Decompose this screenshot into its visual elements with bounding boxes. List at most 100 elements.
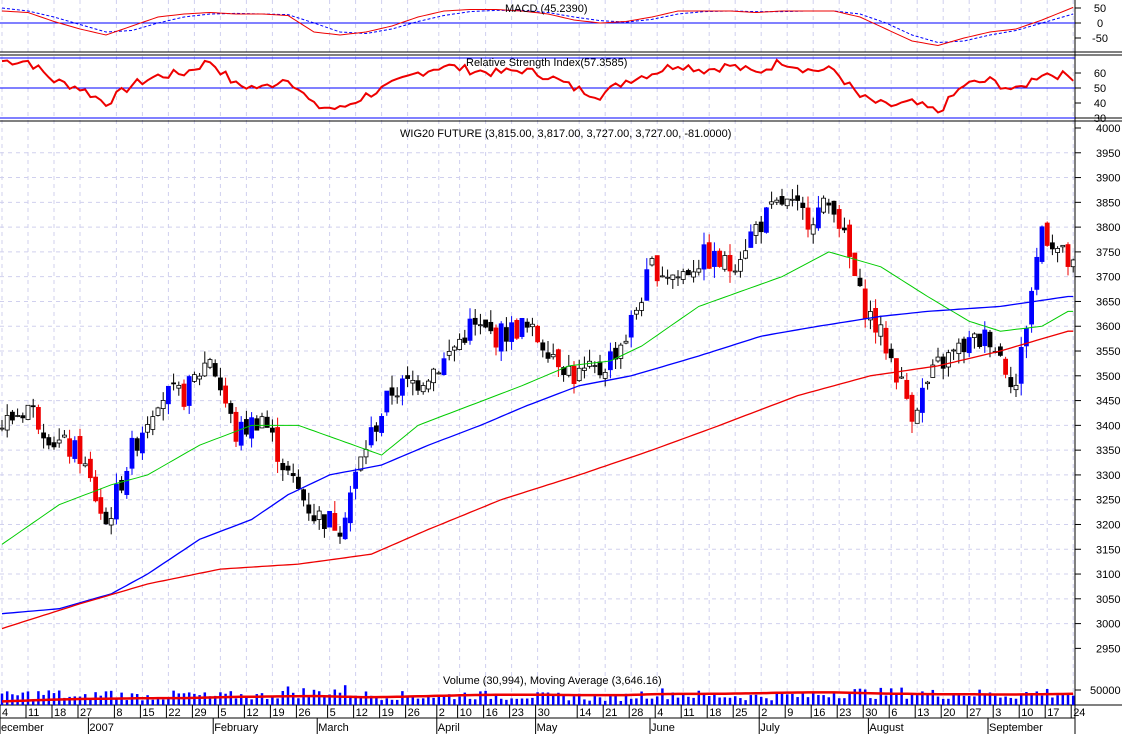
rsi-tick-label: 30 bbox=[1094, 113, 1106, 125]
candle-body bbox=[316, 510, 322, 520]
day-label: 11 bbox=[28, 707, 39, 719]
candle-body bbox=[25, 404, 31, 420]
candle-body bbox=[477, 324, 483, 327]
candle-body bbox=[467, 318, 473, 341]
candle-body bbox=[764, 207, 769, 233]
price-tick-label: 3550 bbox=[1096, 346, 1120, 358]
price-tick-label: 3200 bbox=[1096, 519, 1120, 531]
price-title: WIG20 FUTURE (3,815.00, 3,817.00, 3,727.… bbox=[400, 128, 731, 140]
candle-body bbox=[1070, 259, 1076, 268]
candle-body bbox=[503, 327, 509, 342]
price-tick-label: 3800 bbox=[1096, 222, 1120, 234]
candle-body bbox=[852, 252, 858, 277]
candle-body bbox=[202, 362, 208, 377]
candle-body bbox=[873, 308, 878, 333]
candle-body bbox=[108, 518, 114, 526]
day-label: 18 bbox=[709, 707, 721, 719]
candle-body bbox=[254, 418, 260, 431]
candle-body bbox=[98, 497, 104, 514]
candle-body bbox=[301, 489, 307, 501]
candle-body bbox=[269, 427, 275, 433]
candle-body bbox=[670, 274, 676, 280]
candle-body bbox=[93, 476, 98, 502]
candle-body bbox=[410, 379, 416, 384]
candle-body bbox=[1065, 244, 1071, 267]
candle-body bbox=[800, 202, 806, 209]
candle-body bbox=[706, 242, 712, 269]
candle-body bbox=[483, 319, 489, 328]
candle-body bbox=[613, 347, 618, 360]
candle-body bbox=[181, 383, 187, 407]
candle-body bbox=[9, 411, 15, 421]
price-tick-label: 2950 bbox=[1096, 643, 1120, 655]
candle-body bbox=[712, 250, 717, 267]
candle-body bbox=[425, 380, 431, 390]
candle-body bbox=[41, 432, 46, 439]
candle-body bbox=[951, 349, 956, 352]
month-label: April bbox=[438, 722, 460, 734]
macd-line bbox=[1, 6, 1074, 47]
candle-body bbox=[769, 201, 774, 205]
price-tick-label: 4000 bbox=[1096, 123, 1120, 135]
day-label: 30 bbox=[865, 707, 877, 719]
macd-tick-label: 50 bbox=[1094, 3, 1106, 15]
candle-body bbox=[847, 224, 852, 257]
candle-body bbox=[909, 394, 915, 422]
candle-body bbox=[311, 515, 317, 522]
candle-body bbox=[545, 352, 551, 359]
candle-body bbox=[758, 221, 764, 233]
candle-body bbox=[20, 415, 26, 419]
candle-body bbox=[493, 327, 499, 348]
day-label: 26 bbox=[408, 707, 420, 719]
volume-ma-line bbox=[1, 691, 1074, 703]
candle-body bbox=[732, 270, 738, 273]
day-label: 2 bbox=[439, 707, 445, 719]
day-label: 2 bbox=[761, 707, 767, 719]
candle-body bbox=[836, 209, 842, 229]
candle-body bbox=[441, 358, 447, 376]
day-label: 14 bbox=[579, 707, 591, 719]
candle-body bbox=[124, 470, 130, 495]
candle-body bbox=[56, 439, 62, 444]
candle-body bbox=[935, 356, 941, 362]
day-label: 27 bbox=[80, 707, 92, 719]
day-label: 5 bbox=[330, 707, 336, 719]
candle-body bbox=[930, 364, 936, 378]
candle-body bbox=[550, 353, 556, 358]
candle-body bbox=[920, 387, 925, 413]
candle-body bbox=[1039, 226, 1045, 262]
candle-body bbox=[88, 458, 93, 479]
candle-body bbox=[327, 510, 333, 528]
macd-tick-label: 0 bbox=[1097, 18, 1103, 30]
macd-title: MACD (45.2390) bbox=[505, 3, 588, 15]
month-label: August bbox=[869, 722, 903, 734]
price-tick-label: 3100 bbox=[1096, 569, 1120, 581]
day-label: 10 bbox=[460, 707, 472, 719]
candle-body bbox=[306, 504, 312, 514]
candle-body bbox=[36, 407, 41, 430]
candle-body bbox=[472, 317, 478, 325]
day-label: 19 bbox=[382, 707, 394, 719]
candle-body bbox=[165, 385, 171, 405]
day-label: 18 bbox=[54, 707, 66, 719]
candle-body bbox=[295, 476, 301, 489]
grid bbox=[0, 0, 1075, 705]
day-label: 12 bbox=[246, 707, 258, 719]
candle-body bbox=[925, 381, 930, 385]
candle-body bbox=[982, 329, 988, 347]
candle-body bbox=[904, 379, 910, 399]
day-label: 13 bbox=[917, 707, 929, 719]
candle-body bbox=[285, 465, 291, 471]
candle-body bbox=[602, 372, 608, 379]
candle-body bbox=[436, 372, 442, 375]
ma-long-line bbox=[1, 330, 1074, 630]
candle-body bbox=[821, 197, 826, 213]
macd-tick-label: -50 bbox=[1092, 33, 1108, 45]
day-label: 27 bbox=[969, 707, 981, 719]
candle-body bbox=[753, 224, 759, 236]
candle-body bbox=[530, 323, 535, 328]
price-tick-label: 3350 bbox=[1096, 445, 1120, 457]
price-tick-label: 3400 bbox=[1096, 420, 1120, 432]
day-label: 30 bbox=[538, 707, 550, 719]
candle-body bbox=[275, 427, 281, 462]
